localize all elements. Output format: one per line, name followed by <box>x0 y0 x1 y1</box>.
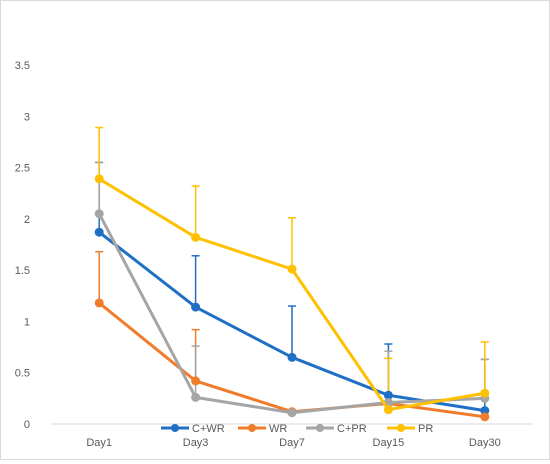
series-pr <box>94 174 490 415</box>
legend-marker <box>316 424 324 432</box>
legend-marker <box>248 424 256 432</box>
errorbar-layer <box>95 126 489 411</box>
y-tick-label: 0.5 <box>15 368 30 380</box>
x-tick-label: Day1 <box>86 437 112 449</box>
data-point <box>287 352 297 362</box>
legend-label: PR <box>418 423 433 435</box>
data-point <box>287 408 297 418</box>
legend-label: C+PR <box>337 423 367 435</box>
x-tick-label: Day7 <box>279 437 305 449</box>
data-point <box>94 227 104 237</box>
data-point <box>480 412 490 422</box>
y-tick-label: 2 <box>24 214 30 226</box>
legend-entry: PR <box>387 423 433 435</box>
legend-entry: C+WR <box>161 423 225 435</box>
y-tick-label: 3.5 <box>15 60 30 72</box>
data-point <box>480 388 490 398</box>
data-point <box>94 174 104 184</box>
x-tick-label: Day30 <box>469 437 501 449</box>
legend-entry: C+PR <box>306 423 367 435</box>
y-tick-label: 1.5 <box>15 265 30 277</box>
legend-label: WR <box>269 423 287 435</box>
legend: C+WR WR C+PR PR <box>161 423 433 435</box>
data-point <box>191 302 201 312</box>
data-point <box>94 298 104 308</box>
data-point <box>287 264 297 274</box>
data-point <box>191 376 201 386</box>
legend-marker <box>171 424 179 432</box>
data-point <box>94 209 104 219</box>
x-tick-label: Day3 <box>183 437 209 449</box>
y-tick-label: 2.5 <box>15 163 30 175</box>
data-point <box>191 392 201 402</box>
legend-marker <box>397 424 405 432</box>
y-tick-label: 0 <box>24 419 30 431</box>
legend-label: C+WR <box>192 423 225 435</box>
data-point <box>383 405 393 415</box>
y-tick-label: 3 <box>24 111 30 123</box>
x-tick-label: Day15 <box>373 437 405 449</box>
legend-entry: WR <box>238 423 287 435</box>
series-layer <box>94 174 490 422</box>
series-line <box>97 177 487 412</box>
axis-layer: 0 0.5 1 1.5 2 2.5 3 3.5 Day1 Day3 Day7 Day15 Day30 <box>15 60 533 449</box>
y-tick-label: 1 <box>24 316 30 328</box>
data-point <box>191 232 201 242</box>
